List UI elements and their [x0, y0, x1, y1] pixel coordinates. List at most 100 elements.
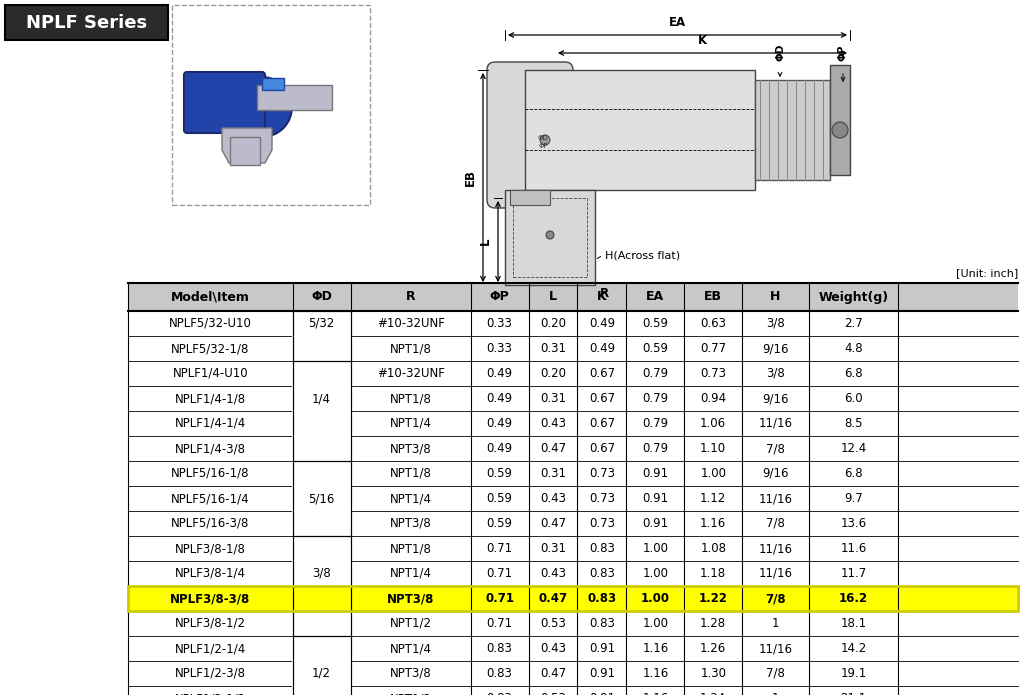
- Text: Weight(g): Weight(g): [818, 291, 889, 304]
- Text: NPLF1/4-1/4: NPLF1/4-1/4: [175, 417, 246, 430]
- Text: 0.31: 0.31: [540, 542, 566, 555]
- Text: NPT3/8: NPT3/8: [390, 667, 431, 680]
- Text: 11/16: 11/16: [759, 542, 793, 555]
- Text: EA: EA: [669, 16, 686, 29]
- Bar: [510, 190, 550, 205]
- Text: ΦD: ΦD: [775, 44, 785, 61]
- Text: 0.33: 0.33: [486, 342, 513, 355]
- Bar: [262, 78, 284, 90]
- Text: 4.8: 4.8: [844, 342, 862, 355]
- Text: K: K: [597, 291, 607, 304]
- Text: H(Across flat): H(Across flat): [605, 250, 680, 260]
- Text: 0.83: 0.83: [588, 592, 616, 605]
- Text: NPLF3/8-1/8: NPLF3/8-1/8: [175, 542, 246, 555]
- Text: 0.59: 0.59: [642, 342, 669, 355]
- Text: 0.53: 0.53: [540, 692, 566, 695]
- Text: NPLF5/16-1/4: NPLF5/16-1/4: [171, 492, 250, 505]
- Bar: [293, 361, 350, 461]
- Bar: [257, 85, 332, 110]
- Text: 9.7: 9.7: [844, 492, 863, 505]
- Text: 0.91: 0.91: [642, 467, 669, 480]
- Bar: [128, 611, 1018, 636]
- Text: NPT1/4: NPT1/4: [389, 417, 431, 430]
- Text: 0.31: 0.31: [540, 392, 566, 405]
- Text: 0.71: 0.71: [486, 542, 513, 555]
- Text: 0.59: 0.59: [486, 517, 513, 530]
- Text: ΦP: ΦP: [489, 291, 510, 304]
- Text: NPT1/8: NPT1/8: [390, 467, 431, 480]
- FancyBboxPatch shape: [487, 62, 573, 208]
- Text: 18.1: 18.1: [841, 617, 866, 630]
- Text: 1.10: 1.10: [700, 442, 726, 455]
- Text: NPT3/8: NPT3/8: [390, 517, 431, 530]
- Bar: [128, 561, 1018, 586]
- Text: 0.67: 0.67: [589, 442, 615, 455]
- Text: 0.49: 0.49: [486, 367, 513, 380]
- Text: 1.16: 1.16: [642, 692, 669, 695]
- Text: #10-32UNF: #10-32UNF: [377, 317, 444, 330]
- Text: 11/16: 11/16: [759, 567, 793, 580]
- Text: 0.91: 0.91: [589, 667, 615, 680]
- Text: 1/2: 1/2: [312, 667, 331, 680]
- Text: 13.6: 13.6: [841, 517, 866, 530]
- Text: 0.53: 0.53: [540, 617, 566, 630]
- Text: 0.73: 0.73: [589, 467, 615, 480]
- Bar: [128, 311, 1018, 336]
- Text: 0.47: 0.47: [540, 517, 566, 530]
- Text: NPT1/4: NPT1/4: [389, 492, 431, 505]
- Bar: [5, 5, 168, 40]
- Text: 21.1: 21.1: [841, 692, 866, 695]
- Text: NPLF5/32-1/8: NPLF5/32-1/8: [171, 342, 250, 355]
- Text: 0.47: 0.47: [539, 592, 567, 605]
- Text: 0.67: 0.67: [589, 417, 615, 430]
- Text: 7/8: 7/8: [766, 517, 785, 530]
- Text: NPLF1/2-1/4: NPLF1/2-1/4: [175, 642, 246, 655]
- Bar: [128, 361, 1018, 386]
- Text: 0.43: 0.43: [540, 567, 566, 580]
- Text: L: L: [479, 238, 492, 245]
- Text: 1/4: 1/4: [312, 392, 331, 405]
- Text: 11.7: 11.7: [841, 567, 866, 580]
- Text: 11/16: 11/16: [759, 417, 793, 430]
- Text: 0.43: 0.43: [540, 642, 566, 655]
- Bar: [230, 137, 260, 165]
- Text: 1.34: 1.34: [700, 692, 726, 695]
- Text: NPLF1/4-1/8: NPLF1/4-1/8: [175, 392, 246, 405]
- Text: 8.5: 8.5: [844, 417, 862, 430]
- Text: 7/8: 7/8: [766, 667, 785, 680]
- Text: NPLF5/32-U10: NPLF5/32-U10: [169, 317, 252, 330]
- Text: 1.00: 1.00: [700, 467, 726, 480]
- Text: NPLF3/8-3/8: NPLF3/8-3/8: [170, 592, 251, 605]
- Text: 12.4: 12.4: [841, 442, 866, 455]
- Text: 0.73: 0.73: [700, 367, 726, 380]
- Bar: [755, 80, 830, 180]
- Text: 0.43: 0.43: [540, 417, 566, 430]
- Text: 1.16: 1.16: [642, 667, 669, 680]
- Bar: [505, 190, 595, 285]
- Text: 0.91: 0.91: [642, 492, 669, 505]
- Text: NPT1/2: NPT1/2: [389, 617, 431, 630]
- Text: 6.0: 6.0: [844, 392, 862, 405]
- Text: NPLF1/2-3/8: NPLF1/2-3/8: [175, 667, 246, 680]
- Text: 0.73: 0.73: [589, 517, 615, 530]
- Text: 0.79: 0.79: [642, 442, 669, 455]
- Text: 16.2: 16.2: [839, 592, 868, 605]
- Text: Model\Item: Model\Item: [171, 291, 250, 304]
- Text: 1: 1: [772, 617, 779, 630]
- Text: 0.83: 0.83: [589, 542, 614, 555]
- Circle shape: [540, 135, 550, 145]
- Text: ΦP: ΦP: [838, 44, 848, 61]
- Text: 0.49: 0.49: [589, 317, 615, 330]
- Bar: [128, 536, 1018, 561]
- Bar: [128, 636, 1018, 661]
- Text: 1.08: 1.08: [700, 542, 726, 555]
- Text: EB: EB: [464, 169, 477, 186]
- Text: NPLF1/4-3/8: NPLF1/4-3/8: [175, 442, 246, 455]
- Text: ΦD: ΦD: [311, 291, 332, 304]
- Text: 0.59: 0.59: [486, 467, 513, 480]
- Text: H: H: [770, 291, 780, 304]
- Text: 9/16: 9/16: [762, 392, 788, 405]
- Text: 7/8: 7/8: [766, 442, 785, 455]
- Text: 3/8: 3/8: [766, 367, 784, 380]
- Bar: [128, 686, 1018, 695]
